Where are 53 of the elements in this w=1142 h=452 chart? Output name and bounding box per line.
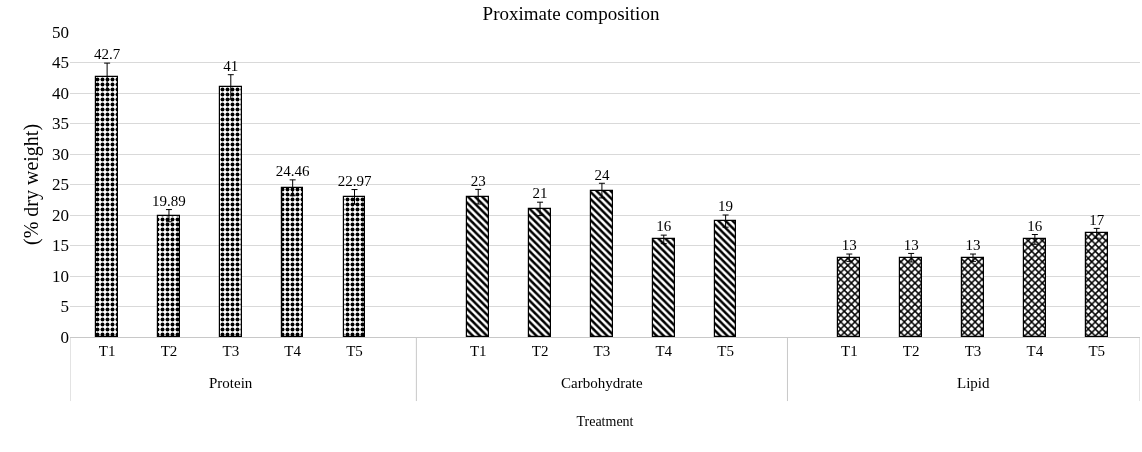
- x-tick-label: T3: [593, 343, 611, 359]
- x-tick-label: T1: [469, 343, 487, 359]
- data-label: 19: [718, 198, 734, 215]
- data-label: 16: [1027, 217, 1043, 234]
- bar: [898, 256, 922, 337]
- y-tick-label: 5: [60, 297, 69, 317]
- y-tick-label: 25: [52, 175, 69, 195]
- y-tick-label: 30: [52, 144, 69, 164]
- text: Protein: [209, 375, 253, 391]
- x-axis-title: Treatment: [576, 414, 634, 430]
- y-tick-label: 35: [52, 114, 69, 134]
- x-tick-label: T3: [964, 343, 982, 359]
- data-label: 21: [532, 185, 548, 202]
- x-tick-label: T3: [222, 343, 240, 359]
- y-tick-label: 50: [52, 22, 69, 42]
- data-label: 24.46: [275, 163, 311, 180]
- y-tick-label: 20: [52, 205, 69, 225]
- x-tick-label: T5: [717, 343, 734, 359]
- bar: [836, 256, 860, 337]
- bar: [960, 256, 984, 337]
- data-label: 42.7: [93, 46, 121, 63]
- bar: [1084, 231, 1108, 337]
- data-label: 13: [965, 237, 981, 254]
- data-label: 13: [841, 237, 857, 254]
- bar: [651, 237, 675, 337]
- data-label: 17: [1089, 211, 1105, 228]
- x-tick-label: T2: [902, 343, 920, 359]
- text: Carbohydrate: [561, 375, 643, 391]
- x-tick-label: T1: [98, 343, 116, 359]
- x-tick-label: T5: [346, 343, 363, 359]
- y-tick-label: 0: [60, 327, 69, 347]
- x-tick-label: T4: [655, 343, 673, 359]
- data-label: 16: [656, 218, 672, 235]
- bar: [1022, 237, 1046, 337]
- text: Lipid: [957, 375, 990, 391]
- y-tick-label: 45: [52, 53, 69, 73]
- x-tick-label: T4: [1026, 343, 1044, 359]
- chart-title: Proximate composition: [482, 3, 660, 25]
- x-tick-label: T1: [840, 343, 858, 359]
- data-label: 41: [223, 57, 239, 74]
- x-tick-label: T2: [160, 343, 178, 359]
- data-label: 13: [903, 236, 919, 253]
- y-tick-label: 15: [52, 236, 69, 256]
- y-axis-title: (% dry weight): [19, 123, 43, 246]
- data-label: 23: [470, 172, 486, 189]
- data-label: 22.97: [337, 172, 372, 189]
- data-label: 24: [594, 166, 610, 183]
- x-tick-label: T2: [531, 343, 549, 359]
- y-tick-label: 10: [52, 266, 69, 286]
- y-tick-label: 40: [52, 83, 69, 103]
- x-tick-label: T5: [1088, 343, 1106, 359]
- x-tick-label: T4: [284, 343, 302, 359]
- data-label: 19.89: [152, 192, 186, 209]
